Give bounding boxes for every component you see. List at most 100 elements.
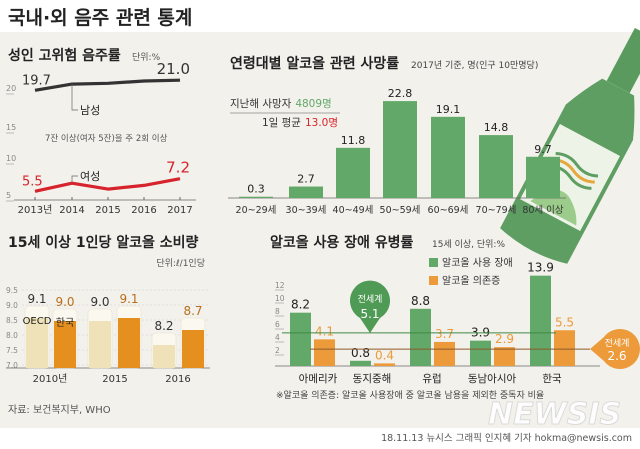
bar-value-label: 19.1 [436, 103, 461, 116]
y-tick-label: 8.0 [6, 331, 18, 340]
bar-value-label: 5.5 [555, 315, 574, 329]
x-tick-label: 2017 [167, 205, 192, 216]
chart-subtitle: 15세 이상, 단위:% [432, 239, 505, 250]
credit-text: 18.11.13 뉴시스 그래픽 인지혜 기자 hokma@newsis.com [381, 432, 632, 444]
bar-value-label: 2.9 [495, 332, 514, 346]
value-label: 8.2 [154, 319, 173, 333]
newsis-watermark: NEWSIS [488, 397, 621, 432]
bar-value-label: 0.3 [247, 183, 265, 196]
bar [479, 135, 513, 198]
x-tick-label: 20~29세 [236, 205, 277, 216]
series-label: 남성 [80, 104, 100, 117]
bar [431, 117, 465, 198]
y-tick-label: 9.0 [6, 301, 18, 310]
series-label-korea: 한국 [56, 317, 74, 329]
x-tick-label: 2015 [102, 374, 127, 385]
chart-title: 알코올 사용 장애 유병률 [270, 234, 414, 251]
y-tick-label: 5 [6, 191, 11, 200]
value-label-start: 5.5 [22, 174, 43, 189]
y-tick-label: 9.5 [6, 286, 18, 295]
page-title: 국내·외 음주 관련 통계 [8, 7, 192, 29]
beer-glass-oecd [153, 345, 175, 368]
bar-dependence [374, 363, 395, 366]
bar-value-label: 4.1 [315, 324, 334, 338]
legend-label: 알코올 의존증 [442, 275, 500, 287]
value-label: 8.7 [183, 304, 202, 318]
x-tick-label: 아메리카 [299, 373, 338, 385]
value-label: 9.0 [55, 295, 74, 309]
x-tick-label: 2010년 [33, 373, 68, 385]
y-tick-label: 10 [6, 154, 16, 163]
y-tick-label: 15 [6, 123, 16, 132]
x-tick-label: 40~49세 [333, 205, 374, 216]
legend-swatch [429, 276, 438, 285]
x-tick-label: 한국 [542, 373, 562, 385]
bar-value-label: 11.8 [341, 134, 366, 147]
x-tick-label: 2016 [165, 374, 190, 385]
callout-label: 전세계 [358, 293, 383, 305]
bar-value-label: 8.8 [411, 294, 430, 308]
x-tick-label: 2014 [59, 205, 84, 216]
callout-value: 2.6 [607, 349, 626, 363]
deaths-value: 4809명 [295, 98, 331, 110]
value-label: 9.1 [119, 292, 138, 306]
bar-disorder [290, 313, 311, 366]
value-label-start: 19.7 [22, 73, 51, 88]
bar [336, 148, 370, 198]
deaths-label: 지난해 사망자 [230, 97, 292, 110]
bar-value-label: 8.2 [291, 298, 310, 312]
bar-disorder [530, 276, 551, 366]
unit-label: 단위:ℓ/1인당 [156, 258, 205, 269]
y-tick-label: 8.5 [6, 316, 18, 325]
y-tick-label: 7.0 [6, 361, 18, 370]
x-tick-label: 30~39세 [286, 205, 327, 216]
bar-value-label: 0.8 [351, 346, 370, 360]
x-tick-label: 동남아시아 [468, 373, 517, 385]
note-text: 7잔 이상(여자 5잔)을 주 2회 이상 [45, 133, 168, 144]
y-tick-label: 8 [275, 307, 280, 316]
y-tick-label: 12 [275, 281, 285, 290]
x-tick-label: 2016 [131, 205, 156, 216]
x-tick-label: 70~79세 [476, 205, 517, 216]
bar-value-label: 13.9 [527, 261, 554, 275]
series-label: 여성 [80, 170, 100, 183]
bar-value-label: 2.7 [297, 173, 315, 186]
chart-title: 성인 고위험 음주률 [8, 47, 121, 64]
bar [383, 101, 417, 198]
value-label: 9.1 [27, 292, 46, 306]
daily-value: 13.0명 [305, 117, 338, 129]
callout-label: 전세계 [605, 337, 630, 349]
y-tick-label: 4 [275, 333, 280, 342]
bar-disorder [410, 309, 431, 366]
x-tick-label: 동지중해 [353, 372, 392, 385]
chart-title: 연령대별 알코올 관련 사망률 [230, 55, 399, 72]
x-tick-label: 2013년 [18, 204, 53, 216]
daily-annotation: 1일 평균 13.0명 [262, 116, 338, 129]
bar-disorder [350, 361, 371, 366]
bar-dependence [494, 347, 515, 366]
bar [239, 197, 273, 198]
beer-glass-oecd [89, 321, 111, 368]
bar-value-label: 9.7 [534, 143, 552, 156]
chart-subtitle: 2017년 기준, 명(인구 10만명당) [411, 60, 538, 71]
bar-dependence [434, 342, 455, 366]
x-tick-label: 50~59세 [380, 205, 421, 216]
source-text: 자료: 보건복지부, WHO [8, 404, 111, 416]
beer-glass-korea [118, 318, 140, 368]
bar-value-label: 14.8 [484, 121, 509, 134]
x-tick-label: 2015 [95, 205, 120, 216]
legend-swatch [429, 258, 438, 267]
series-label-oecd: OECD [23, 316, 52, 327]
bar-disorder [470, 341, 491, 366]
daily-label: 1일 평균 [262, 116, 301, 129]
y-tick-label: 20 [6, 84, 16, 93]
x-tick-label: 60~69세 [428, 205, 469, 216]
y-tick-label: 7.5 [6, 346, 18, 355]
bar [289, 187, 323, 198]
bar [526, 157, 560, 198]
bar-value-label: 22.8 [388, 87, 413, 100]
beer-glass-korea [182, 330, 204, 368]
value-label: 9.0 [90, 295, 109, 309]
